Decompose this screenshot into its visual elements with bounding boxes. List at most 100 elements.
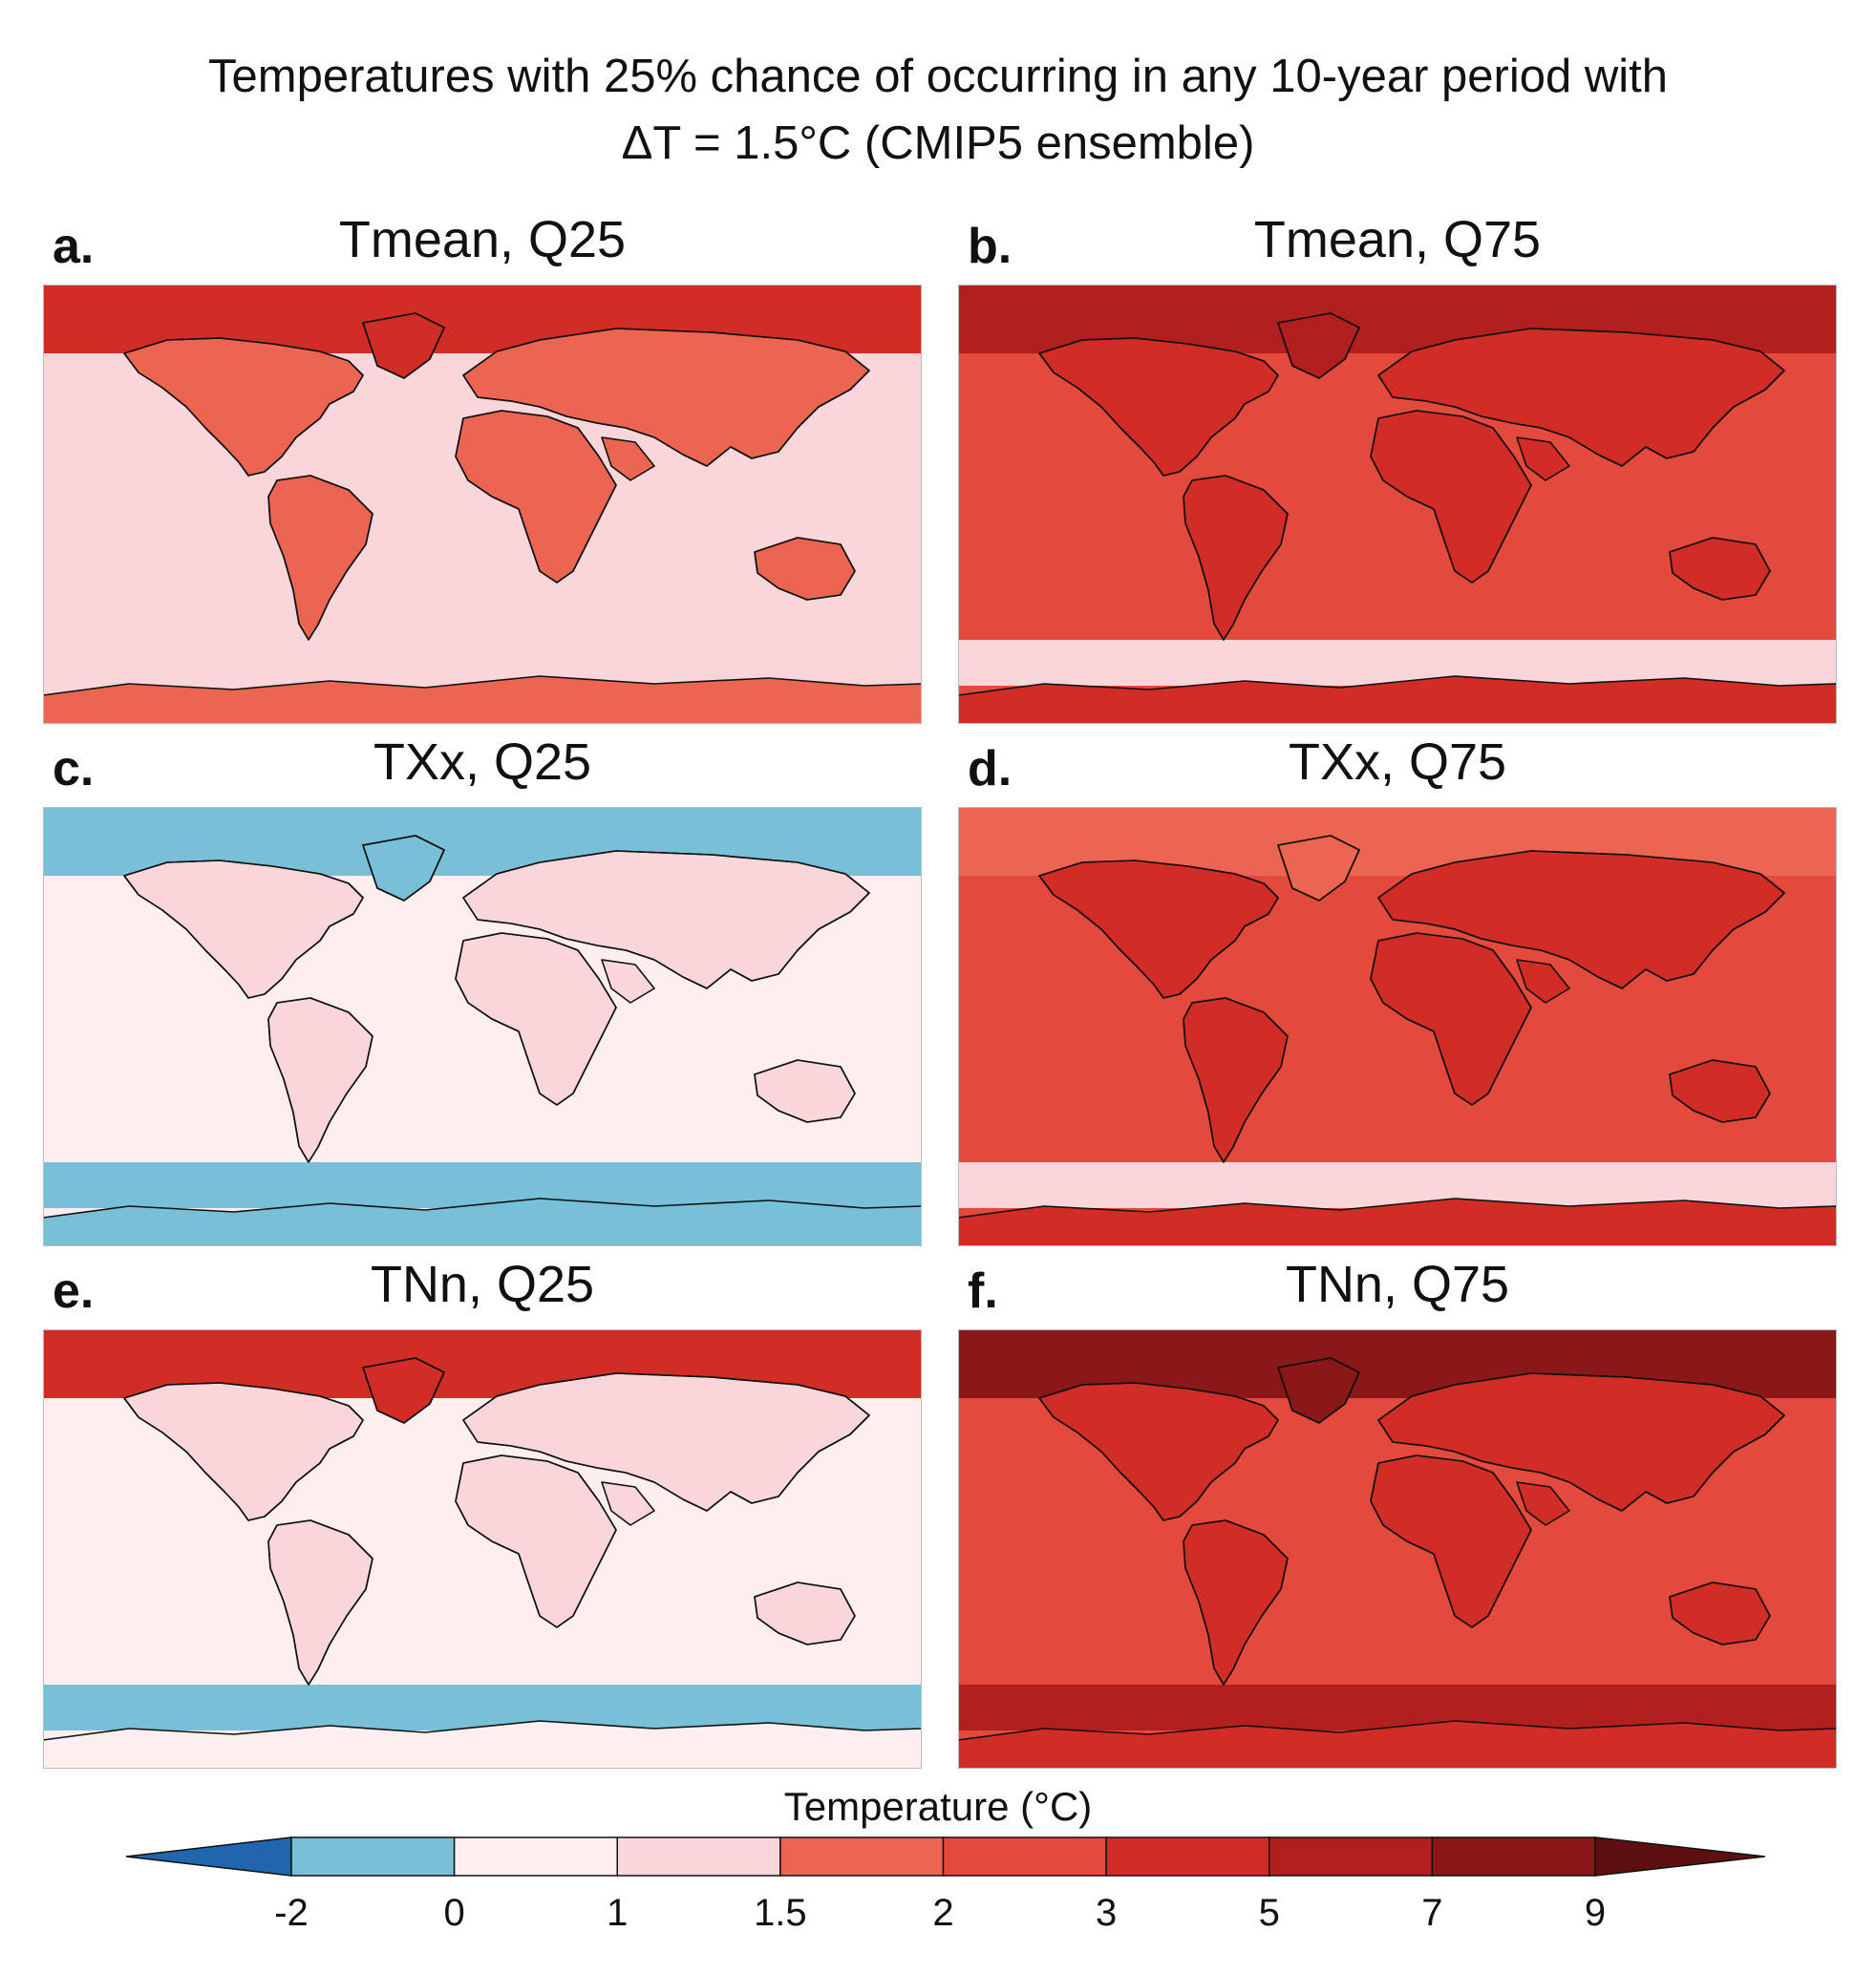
chart-title-line2: ΔT = 1.5°C (CMIP5 ensemble) (621, 117, 1255, 169)
map-a (43, 285, 922, 724)
coastline (462, 328, 870, 467)
coastline (1183, 997, 1289, 1163)
region-land (601, 436, 655, 481)
colorbar-bin (290, 1836, 456, 1877)
region-land (43, 675, 922, 724)
panel-letter: d. (968, 741, 1013, 796)
coastline (1669, 1059, 1771, 1123)
map-frame (43, 285, 922, 724)
colorbar-tick-label: 5 (1259, 1892, 1280, 1934)
coastline (754, 537, 856, 601)
coastline (462, 1372, 870, 1512)
coastline (1183, 475, 1289, 641)
map-frame (958, 807, 1837, 1246)
region-land (601, 959, 655, 1004)
coastline (267, 997, 373, 1163)
region-band (43, 1685, 922, 1730)
map-c (43, 807, 922, 1246)
map-frame (43, 1329, 922, 1769)
panel-c: c. TXx, Q25 (43, 733, 922, 1246)
map-b (958, 285, 1837, 724)
panel-title: TNn, Q75 (1285, 1256, 1510, 1313)
coastline (1038, 337, 1279, 477)
coastline (1370, 1454, 1532, 1628)
coastline (123, 1382, 364, 1521)
coastline (1377, 850, 1785, 989)
colorbar: -2 0 1 1.5 2 3 5 7 9 (125, 1836, 1766, 1934)
coastline (1370, 410, 1532, 584)
coastline (362, 1357, 445, 1424)
panel-letter: b. (968, 219, 1013, 274)
panel-letter: e. (53, 1263, 95, 1319)
colorbar-extend-high (1594, 1836, 1766, 1877)
coastline (754, 1059, 856, 1123)
panel-title: Tmean, Q25 (338, 211, 627, 268)
colorbar-tick-label: 1.5 (754, 1892, 807, 1934)
panel-letter: c. (53, 741, 95, 796)
region-band (958, 1685, 1837, 1730)
coastline (1370, 932, 1532, 1106)
region-land (1516, 1481, 1570, 1526)
panel-a: a. Tmean, Q25 (43, 211, 922, 724)
map-frame (43, 807, 922, 1246)
coastline (1183, 1519, 1289, 1686)
colorbar-tick-label: 3 (1096, 1892, 1117, 1934)
map-e (43, 1329, 922, 1769)
colorbar-tick-label: 9 (1585, 1892, 1606, 1934)
map-f (958, 1329, 1837, 1769)
region-band (958, 640, 1837, 686)
coastline (1669, 1581, 1771, 1645)
colorbar-tick-label: 0 (444, 1892, 465, 1934)
coastline (123, 337, 364, 477)
coastline (754, 1581, 856, 1645)
region-land (958, 1198, 1837, 1246)
coastline (1277, 835, 1360, 902)
panel-letter: a. (53, 219, 95, 274)
colorbar-tick-label: 7 (1421, 1892, 1442, 1934)
panel-title: TNn, Q25 (370, 1256, 595, 1313)
map-frame (958, 285, 1837, 724)
region-land (43, 1720, 922, 1769)
coastline (1038, 860, 1279, 999)
panel-letter: f. (968, 1263, 998, 1319)
coastline (123, 860, 364, 999)
coastline (362, 835, 445, 902)
coastline (1377, 1372, 1785, 1512)
coastline (1277, 312, 1360, 379)
chart-title-line1: Temperatures with 25% chance of occurrin… (208, 51, 1668, 102)
region-land (958, 1720, 1837, 1769)
coastline (1038, 1382, 1279, 1521)
region-land (601, 1481, 655, 1526)
colorbar-bin (453, 1836, 618, 1877)
coastline (455, 1454, 617, 1628)
coastline (267, 1519, 373, 1686)
colorbar-bin (1105, 1836, 1270, 1877)
coastline (362, 312, 445, 379)
panel-b: b. Tmean, Q75 (958, 211, 1837, 724)
region-band (43, 1162, 922, 1208)
region-land (1516, 436, 1570, 481)
panel-f: f. TNn, Q75 (958, 1256, 1837, 1769)
colorbar-bin (1431, 1836, 1596, 1877)
panel-e: e. TNn, Q25 (43, 1256, 922, 1769)
coastline (1377, 328, 1785, 467)
colorbar-tick-label: -2 (274, 1892, 309, 1934)
colorbar-tick-label: 1 (607, 1892, 628, 1934)
colorbar-bin (616, 1836, 781, 1877)
region-land (43, 1198, 922, 1246)
coastline (1277, 1357, 1360, 1424)
colorbar-bin (942, 1836, 1107, 1877)
region-band (43, 640, 922, 686)
coastline (455, 410, 617, 584)
colorbar-bin (779, 1836, 945, 1877)
panel-title: TXx, Q25 (373, 733, 592, 791)
coastline (455, 932, 617, 1106)
panel-d: d. TXx, Q75 (958, 733, 1837, 1246)
coastline (1669, 537, 1771, 601)
coastline (462, 850, 870, 989)
region-band (958, 1162, 1837, 1208)
colorbar-bin (1268, 1836, 1434, 1877)
colorbar-extend-low (125, 1836, 292, 1877)
coastline (267, 475, 373, 641)
region-land (958, 675, 1837, 724)
